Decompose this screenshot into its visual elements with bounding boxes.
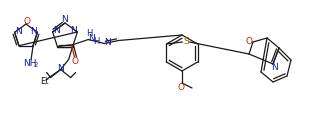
Text: N: N xyxy=(53,26,60,36)
Text: NH: NH xyxy=(23,59,37,68)
Text: O: O xyxy=(23,17,30,25)
Text: N: N xyxy=(272,63,278,72)
Text: O: O xyxy=(245,38,253,46)
Text: N: N xyxy=(104,38,111,47)
Text: H: H xyxy=(93,37,100,46)
Text: N: N xyxy=(70,26,77,36)
Text: O: O xyxy=(177,84,184,93)
Text: N: N xyxy=(62,15,68,23)
Text: S: S xyxy=(183,36,189,46)
Text: N: N xyxy=(15,27,22,36)
Text: N: N xyxy=(88,34,95,43)
Text: O: O xyxy=(72,57,79,66)
Text: Et: Et xyxy=(40,77,49,86)
Text: N: N xyxy=(57,64,64,73)
Text: N: N xyxy=(30,27,37,36)
Text: 2: 2 xyxy=(34,62,38,68)
Text: H: H xyxy=(86,29,93,38)
